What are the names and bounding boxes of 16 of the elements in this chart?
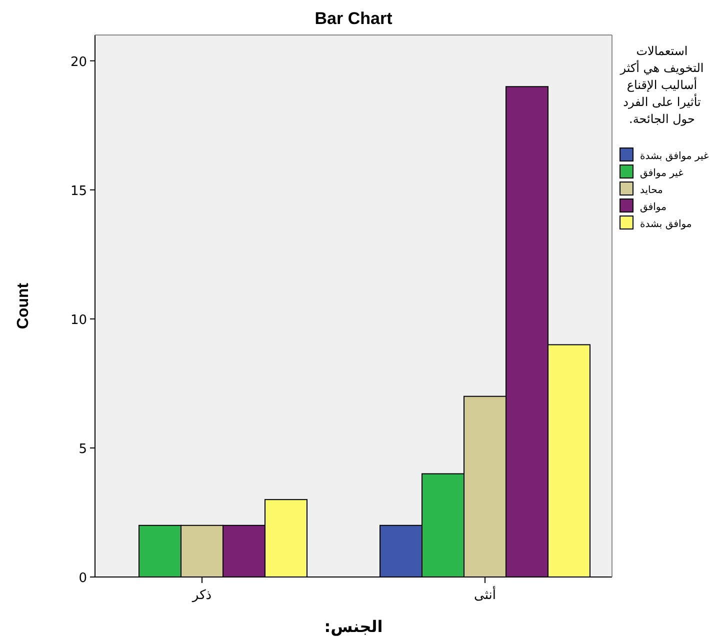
legend-title: استعمالات التخويف هي أكثر أساليب الإقناع تأثيرا على الفرد حول الجائحة.: [619, 44, 704, 126]
x-tick-label: ذكر: [191, 588, 212, 603]
legend-label: غير موافق بشدة: [640, 151, 709, 162]
legend-label: موافق: [640, 202, 666, 213]
y-tick-label: 20: [70, 54, 87, 70]
y-tick-label: 10: [70, 312, 87, 328]
y-tick-label: 5: [78, 442, 87, 457]
legend-label: محايد: [640, 185, 663, 196]
x-axis-title: الجنس:: [324, 617, 383, 636]
y-tick-label: 0: [78, 571, 87, 586]
legend-label: موافق بشدة: [640, 219, 692, 230]
chart-title: Bar Chart: [314, 9, 393, 28]
y-axis-title: Count: [15, 282, 32, 330]
legend-label: غير موافق: [640, 168, 684, 179]
y-tick-label: 15: [70, 184, 87, 199]
x-tick-label: أنثى: [474, 586, 496, 603]
